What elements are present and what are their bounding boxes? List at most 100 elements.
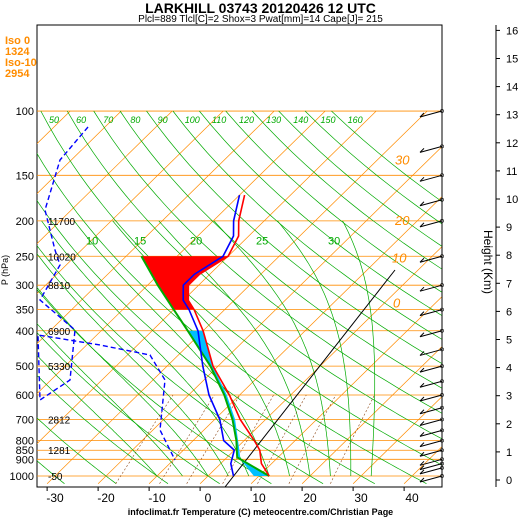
wind-station-dot xyxy=(440,393,444,397)
pressure-tick-label: 300 xyxy=(16,280,34,292)
wind-barb-flag xyxy=(419,257,425,263)
wind-barb-flag xyxy=(419,421,425,426)
wind-station-dot xyxy=(440,465,444,470)
wind-barb-flag xyxy=(419,148,425,153)
wind-barb xyxy=(419,440,443,448)
height-tick-label: 7 xyxy=(506,278,512,290)
height-label: 2812 xyxy=(48,415,71,426)
wind-station-dot xyxy=(440,438,444,443)
wind-station-dot xyxy=(440,379,444,384)
dry-adiabat xyxy=(93,110,442,414)
wind-station-dot xyxy=(440,307,444,312)
dewpoint-curve xyxy=(182,194,241,477)
wind-station-dot xyxy=(440,144,444,149)
mixing-ratio-line xyxy=(115,394,174,484)
pressure-tick-label: 150 xyxy=(16,170,34,182)
dry-adiabat xyxy=(37,289,272,485)
isotherm-line xyxy=(250,296,442,484)
wind-barb xyxy=(419,255,443,263)
wind-barb-flag xyxy=(419,465,425,470)
wind-station-dot xyxy=(440,173,444,178)
wind-station-dot xyxy=(440,364,444,369)
wind-barb xyxy=(419,199,443,207)
dry-adiabat-label: 120 xyxy=(239,115,254,125)
dry-adiabat xyxy=(37,245,324,485)
mixing-ratio-line xyxy=(159,394,215,484)
isotherm-line xyxy=(37,110,122,195)
wind-barb xyxy=(419,284,443,292)
height-tick-label: 13 xyxy=(506,110,518,122)
pressure-tick-label: 700 xyxy=(16,414,34,426)
wind-station-dot xyxy=(440,474,444,478)
height-tick-label: 15 xyxy=(506,54,518,66)
wind-barb-flag xyxy=(419,451,425,457)
isotherm-label: 10 xyxy=(392,250,407,265)
height-label: 1281 xyxy=(48,446,71,457)
wind-barb-flag xyxy=(419,112,425,118)
dry-adiabat-label: 160 xyxy=(348,115,363,125)
iso0-value: 1324 xyxy=(5,46,30,58)
wind-station-dot xyxy=(440,417,444,422)
isotherm-line xyxy=(46,110,428,484)
wind-station-dot xyxy=(440,197,444,202)
wind-barb-flag xyxy=(419,396,425,402)
wind-station-dot xyxy=(440,405,444,410)
dry-adiabat-label: 60 xyxy=(76,115,86,125)
height-tick-label: 8 xyxy=(506,250,512,262)
isotherm-line xyxy=(97,146,442,484)
pressure-tick-label: 800 xyxy=(16,436,34,448)
wind-barb xyxy=(419,110,443,118)
moist-adiabat xyxy=(213,220,331,477)
wind-barb-flag xyxy=(419,311,425,316)
wind-barb-flag xyxy=(419,176,425,182)
wind-station-dot xyxy=(440,428,444,433)
wind-station-dot xyxy=(440,254,444,259)
wind-station-dot xyxy=(440,219,444,223)
wind-barb xyxy=(419,309,443,317)
isotherm-line xyxy=(0,111,19,484)
iso0-label: Iso 0 xyxy=(5,35,31,47)
moist-adiabat-label: 30 xyxy=(328,235,340,247)
wind-barb xyxy=(419,145,443,153)
wind-barb-flag xyxy=(419,351,425,356)
wind-barb xyxy=(419,220,443,228)
height-tick-label: 16 xyxy=(506,25,518,37)
chart-subtitle: Plcl=889 Tlcl[C]=2 Shox=3 Pwat[mm]=14 Ca… xyxy=(138,14,383,25)
dry-adiabat-label: 90 xyxy=(158,115,168,125)
height-tick-label: 2 xyxy=(506,419,512,431)
pressure-tick-label: 900 xyxy=(16,454,34,466)
dry-adiabat-label: 150 xyxy=(320,115,335,125)
wind-barb xyxy=(419,407,443,415)
pressure-tick-label: 100 xyxy=(16,106,34,118)
wind-station-dot xyxy=(440,448,444,453)
moist-adiabat-label: 20 xyxy=(190,235,202,247)
mixing-ratio-line xyxy=(330,394,375,484)
dry-adiabat-label: 50 xyxy=(49,115,59,125)
height-label: 10020 xyxy=(48,252,76,263)
height-tick-label: 0 xyxy=(506,475,512,487)
wind-barb-flag xyxy=(419,409,425,415)
wind-barb-flag xyxy=(419,332,425,338)
dry-adiabat xyxy=(37,152,427,485)
mixing-ratio-line xyxy=(288,394,336,484)
wind-barb xyxy=(419,458,443,466)
wind-barb xyxy=(419,475,443,483)
height-tick-label: 9 xyxy=(506,222,512,234)
isotherm-line xyxy=(37,110,173,245)
dry-adiabat xyxy=(37,332,220,484)
dry-adiabat-label: 70 xyxy=(103,115,113,125)
moist-adiabat xyxy=(37,286,209,477)
moist-adiabat xyxy=(342,220,376,476)
height-label: 5330 xyxy=(48,362,71,373)
wind-barb-flag xyxy=(419,367,425,373)
wind-barb xyxy=(419,429,443,437)
height-label: -50 xyxy=(48,472,63,483)
wind-barb xyxy=(419,348,443,356)
wind-barb-flag xyxy=(419,442,425,447)
moist-adiabat-label: 10 xyxy=(86,235,98,247)
dry-adiabat xyxy=(37,417,117,484)
parcel-curve xyxy=(140,255,270,477)
wind-station-dot xyxy=(440,109,444,113)
moist-adiabat xyxy=(37,354,158,477)
isotherm-label: 30 xyxy=(395,152,410,167)
